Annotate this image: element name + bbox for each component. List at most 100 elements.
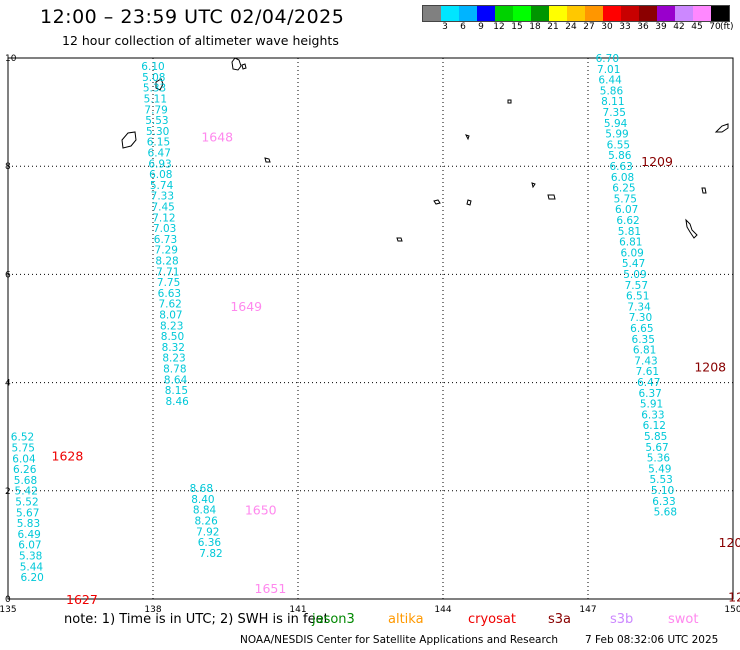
wave-height-value: 5.49 [648,463,671,475]
island-outlines [121,57,729,242]
colorbar-swatch [621,6,639,21]
y-tick-label: 10 [5,54,17,64]
map-subtitle: 12 hour collection of altimeter wave hei… [62,33,339,48]
island [547,194,556,200]
wave-height-value: 6.73 [154,234,177,246]
y-tick-label: 4 [5,379,11,389]
generation-timestamp: 7 Feb 08:32:06 UTC 2025 [585,634,719,646]
wave-height-value: 7.92 [196,526,219,538]
wave-height-value: 6.08 [611,172,634,184]
colorbar-swatch [513,6,531,21]
track-id-label: 1208 [694,359,726,374]
colorbar-label: 21 [547,22,559,32]
island [465,134,470,141]
wave-height-value: 6.55 [607,139,630,151]
wave-height-value: 8.50 [161,331,184,343]
wave-height-value: 6.15 [147,137,170,149]
plot-frame [7,57,734,600]
wave-height-value: 6.47 [637,377,660,389]
colorbar-swatch [639,6,657,21]
island [714,123,729,133]
wave-height-value: 5.09 [623,269,646,281]
wave-height-value: 6.37 [638,388,661,400]
wave-height-value: 5.53 [649,474,672,486]
track-1648: 6.105.085.335.117.795.535.306.156.476.93… [141,61,233,408]
colorbar-swatch [459,6,477,21]
wave-height-value: 8.26 [194,515,218,527]
satellite-cryosat: cryosat [468,612,516,627]
y-tick-label: 0 [5,595,11,605]
credit-line: NOAA/NESDIS Center for Satellite Applica… [240,634,558,646]
wave-height-value: 5.68 [14,475,37,487]
colorbar-label: 42 [673,22,685,32]
wave-height-value: 8.84 [193,505,217,517]
wave-height-value: 5.38 [19,551,42,563]
wave-height-value: 7.34 [627,301,651,313]
footnote: note: 1) Time is in UTC; 2) SWH is in fe… [64,612,329,627]
track-1627: 1627 [66,592,98,607]
wave-height-value: 5.30 [146,126,169,138]
x-tick-label: 147 [579,605,596,615]
x-tick-label: 138 [144,605,161,615]
colorbar-label: 70 [709,22,721,32]
wave-height-value: 8.11 [601,96,624,108]
wave-height-value: 7.57 [625,280,648,292]
colorbar-label: 30 [601,22,613,32]
wave-height-value: 6.81 [633,345,656,357]
wave-height-value: 5.10 [651,485,674,497]
wave-height-value: 6.52 [11,432,34,444]
wave-height-value: 7.62 [158,299,181,311]
satellite-altika: altika [388,612,424,627]
wave-height-value: 8.28 [155,256,178,268]
colorbar-swatch [567,6,585,21]
colorbar-label: 3 [442,22,448,32]
track-id-label: 1650 [245,503,277,518]
x-tick-label: 144 [434,605,451,615]
wave-height-value: 6.35 [632,334,655,346]
wave-height-value: 7.01 [597,64,620,76]
satellite-jason3: jason3 [312,612,355,627]
y-tick-label: 2 [5,487,11,497]
wave-height-value: 5.67 [645,442,668,454]
x-tick-label: 135 [0,605,17,615]
track-id-label: 1628 [52,449,84,464]
wave-height-colorbar [422,5,730,22]
wave-height-value: 8.23 [160,320,183,332]
wave-height-value: 6.47 [148,148,171,160]
wave-height-value: 6.63 [609,161,632,173]
island [685,218,698,239]
track-id-label: 1648 [201,129,233,144]
wave-height-value: 5.33 [143,83,166,95]
wave-height-value: 7.30 [629,312,652,324]
track-id-label: 1209 [641,154,673,169]
wave-height-value: 8.15 [165,385,188,397]
satellite-s3a: s3a [548,612,572,627]
wave-height-value: 8.07 [159,310,182,322]
wave-height-value: 7.45 [151,202,174,214]
map-title: 12:00 – 23:59 UTC 02/04/2025 [40,6,345,28]
wave-height-value: 6.25 [612,183,635,195]
colorbar-label: 39 [655,22,667,32]
wave-height-value: 6.65 [630,323,653,335]
colorbar-label: 33 [619,22,631,32]
x-tick-label: 141 [289,605,306,615]
island [264,157,271,163]
wave-height-value: 6.62 [616,215,639,227]
track-id-label: 1651 [255,581,287,596]
wave-height-value: 5.86 [600,85,624,97]
wave-height-value: 5.68 [654,507,677,519]
altimeter-tracks: 6.105.085.335.117.795.535.306.156.476.93… [11,53,740,607]
wave-height-value: 5.81 [618,226,641,238]
wave-height-value: 5.11 [144,94,167,106]
wave-height-value: 6.70 [596,53,619,65]
island [507,99,512,104]
wave-height-value: 7.29 [155,245,178,257]
wave-height-value: 5.42 [15,486,38,498]
wave-height-value: 5.83 [17,518,40,530]
wave-height-value: 6.33 [652,496,675,508]
wave-height-value: 7.35 [603,107,626,119]
track-1209: 6.707.016.445.868.117.355.945.996.555.86… [596,53,677,519]
colorbar-swatch [711,6,729,21]
wave-height-value: 5.47 [622,258,645,270]
island [155,78,164,91]
